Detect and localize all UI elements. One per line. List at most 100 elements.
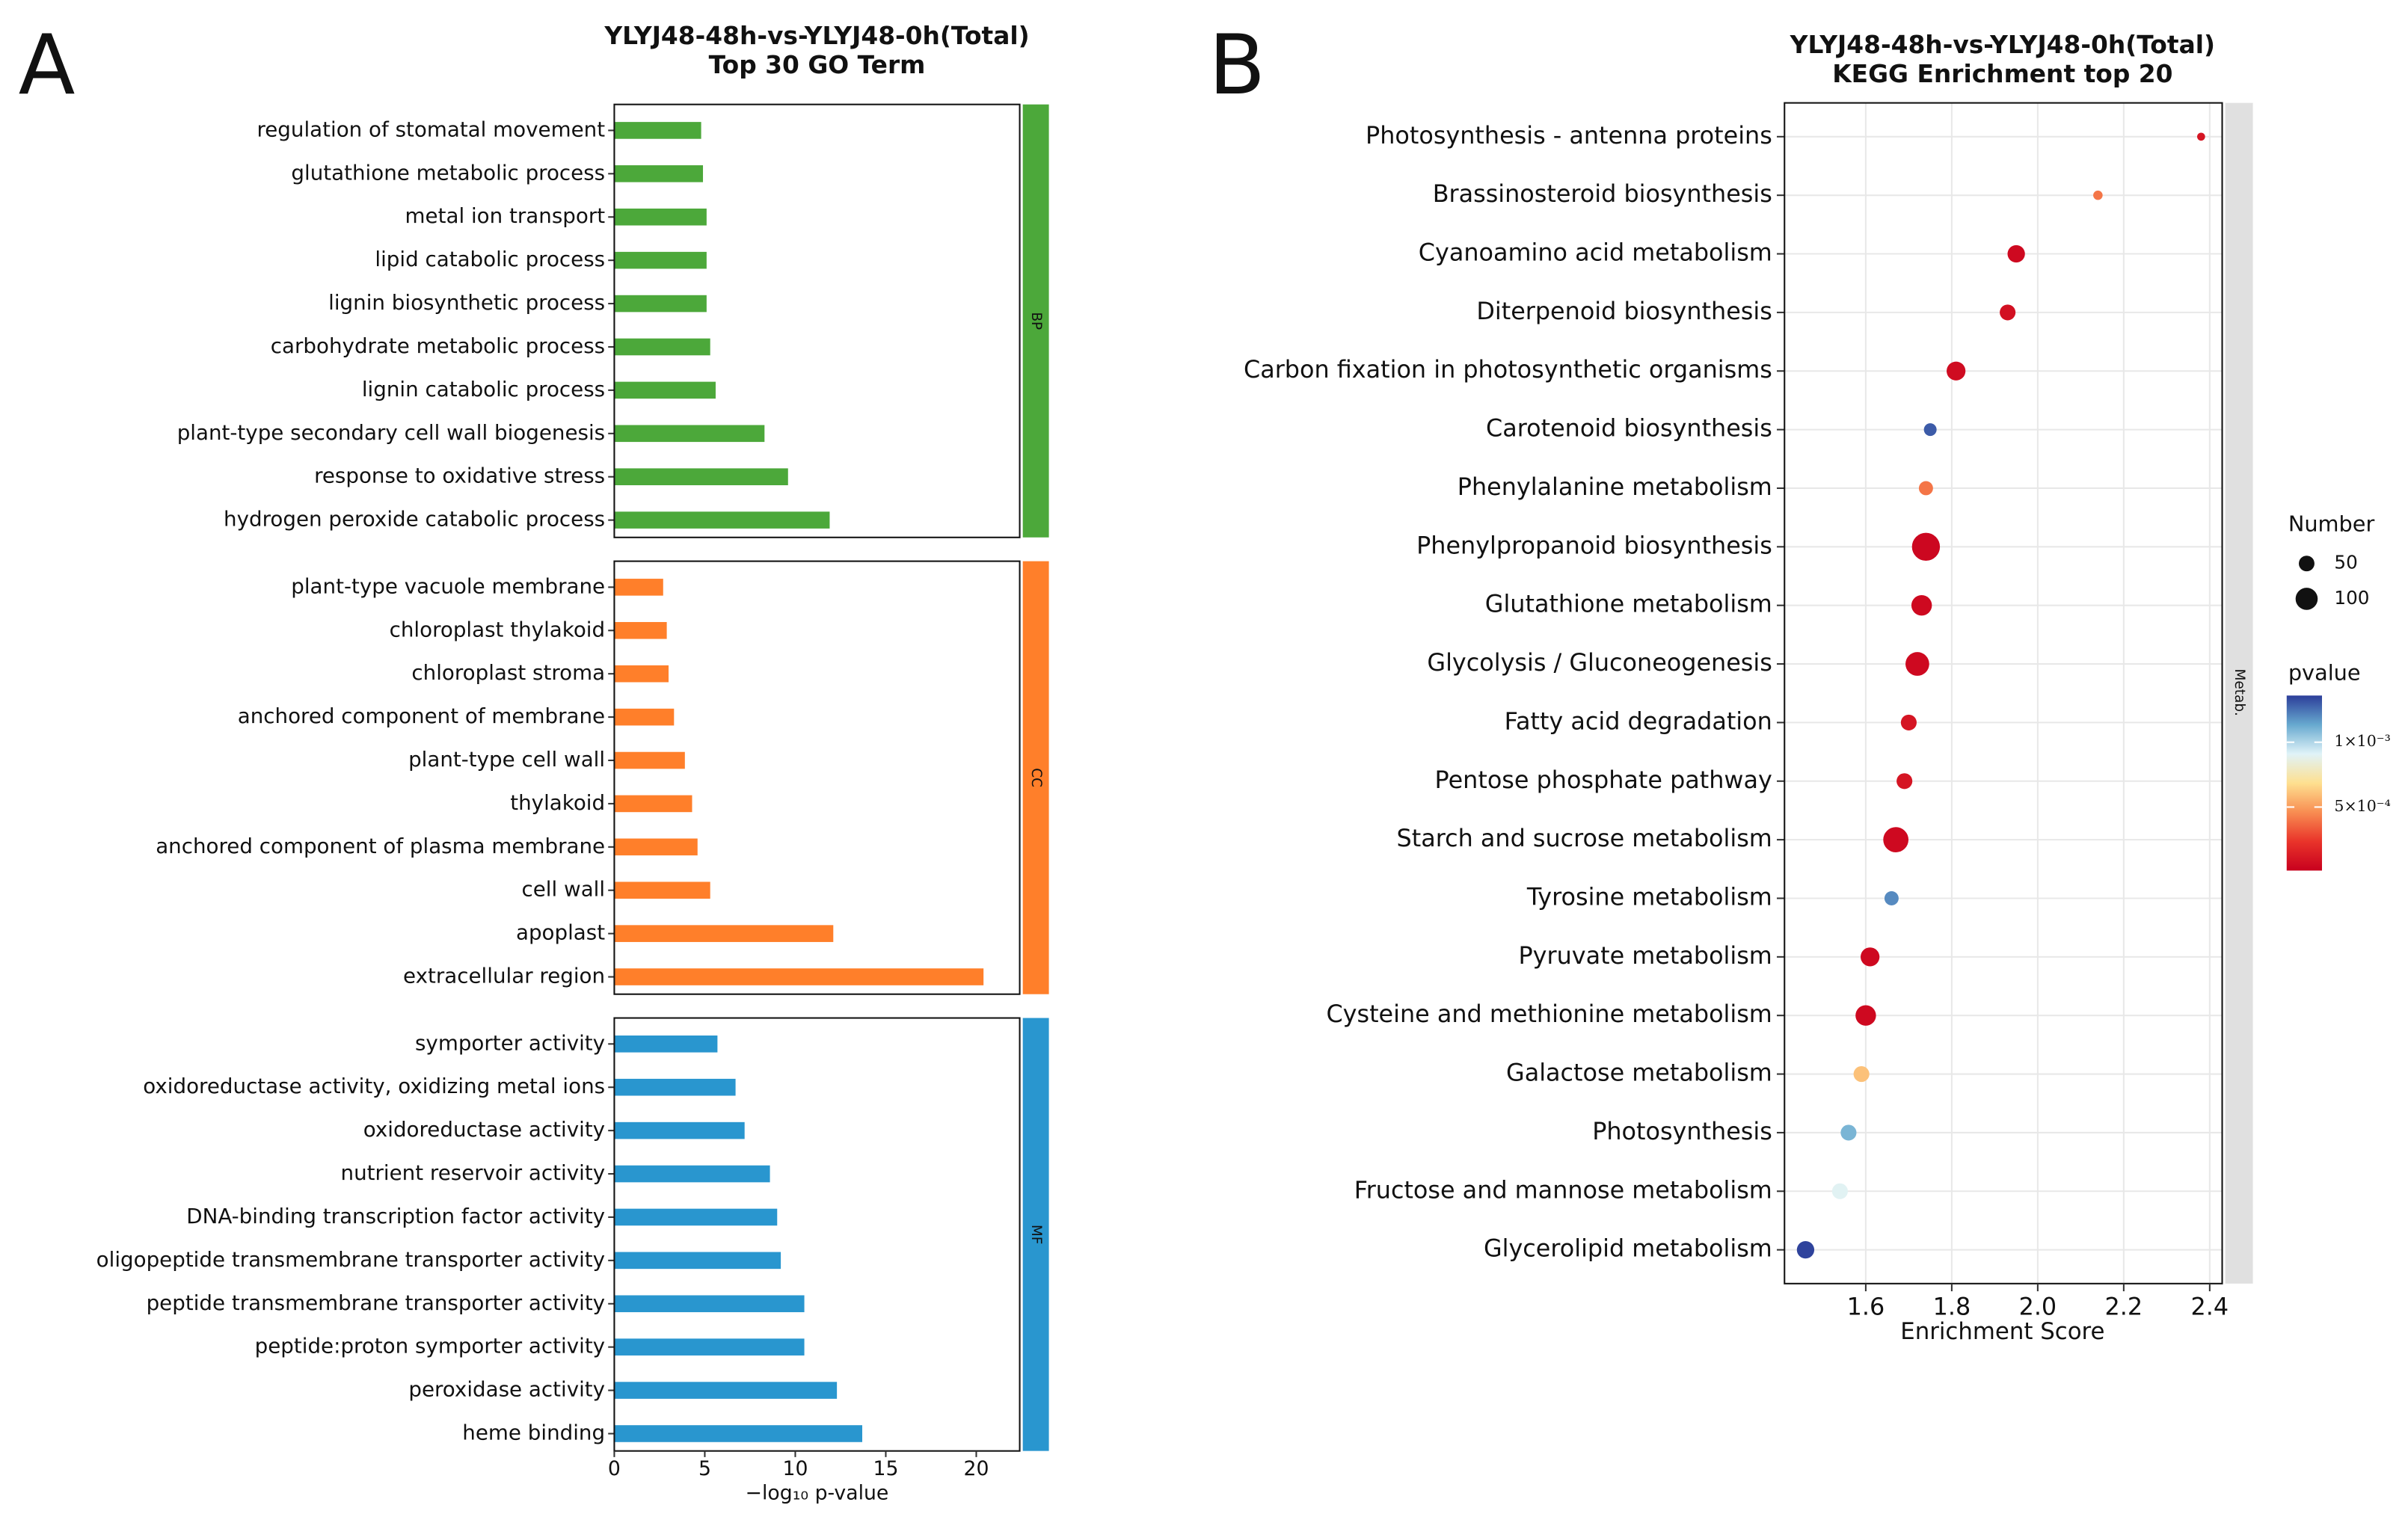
facet-label: CC bbox=[1028, 768, 1044, 787]
bar bbox=[614, 708, 675, 726]
facet-label: MF bbox=[1028, 1225, 1044, 1245]
bar bbox=[614, 1338, 805, 1356]
y-tick-label: peptide transmembrane transporter activi… bbox=[147, 1290, 606, 1315]
legend-label: 100 bbox=[2334, 587, 2369, 609]
point bbox=[1923, 423, 1937, 437]
facet-strip bbox=[1022, 104, 1049, 538]
legend-label: 50 bbox=[2334, 552, 2357, 573]
y-tick-label: symporter activity bbox=[415, 1030, 605, 1055]
chart-title: KEGG Enrichment top 20 bbox=[1832, 60, 2172, 88]
bar bbox=[614, 1295, 805, 1313]
y-tick-label: regulation of stomatal movement bbox=[257, 117, 605, 141]
point bbox=[1896, 773, 1913, 790]
y-tick-label: Diterpenoid biosynthesis bbox=[1476, 297, 1772, 325]
bar bbox=[614, 579, 663, 596]
legend-size-marker bbox=[2299, 556, 2315, 572]
y-tick-label: Phenylpropanoid biosynthesis bbox=[1416, 531, 1772, 559]
y-tick-label: anchored component of plasma membrane bbox=[156, 834, 605, 858]
point bbox=[1855, 1005, 1876, 1026]
x-axis-title: −log₁₀ p-value bbox=[746, 1482, 889, 1505]
panel-label: A bbox=[19, 17, 76, 114]
x-tick-label: 2.0 bbox=[2019, 1293, 2057, 1321]
point bbox=[1840, 1124, 1857, 1141]
point bbox=[1947, 361, 1966, 381]
point bbox=[1911, 594, 1932, 616]
y-tick-label: chloroplast thylakoid bbox=[390, 617, 605, 641]
y-tick-label: Cyanoamino acid metabolism bbox=[1419, 239, 1772, 267]
point bbox=[2000, 304, 2016, 321]
panel-frame bbox=[613, 1017, 1021, 1452]
bar bbox=[614, 621, 667, 639]
y-tick-label: Carbon fixation in photosynthetic organi… bbox=[1244, 355, 1772, 384]
facet-strip bbox=[2225, 102, 2253, 1284]
bar bbox=[614, 1425, 863, 1442]
x-tick-label: 5 bbox=[698, 1457, 711, 1480]
panel-label: B bbox=[1208, 17, 1265, 114]
y-tick-label: Glutathione metabolism bbox=[1485, 590, 1772, 618]
point bbox=[1831, 1183, 1848, 1199]
bar bbox=[614, 1252, 781, 1270]
bar bbox=[614, 338, 710, 356]
point bbox=[1861, 947, 1880, 967]
y-tick-label: Pyruvate metabolism bbox=[1518, 941, 1772, 970]
y-tick-label: lignin biosynthetic process bbox=[328, 290, 605, 315]
panel-frame bbox=[613, 103, 1021, 538]
x-tick-label: 1.8 bbox=[1933, 1293, 1971, 1321]
bar bbox=[614, 381, 716, 399]
y-tick-label: Fatty acid degradation bbox=[1505, 707, 1772, 735]
bar bbox=[614, 511, 830, 529]
y-tick-label: Phenylalanine metabolism bbox=[1458, 473, 1772, 501]
y-tick-label: Glycolysis / Gluconeogenesis bbox=[1427, 648, 1772, 677]
bar bbox=[614, 665, 669, 683]
y-tick-label: lignin catabolic process bbox=[362, 377, 605, 401]
y-tick-label: oxidoreductase activity bbox=[363, 1117, 605, 1142]
bar bbox=[614, 795, 692, 813]
legend-title: Number bbox=[2288, 511, 2375, 536]
bar bbox=[614, 295, 707, 313]
bar bbox=[614, 838, 698, 856]
y-tick-label: Carotenoid biosynthesis bbox=[1486, 414, 1772, 443]
point bbox=[1918, 481, 1933, 496]
y-tick-label: Fructose and mannose metabolism bbox=[1354, 1175, 1772, 1204]
legend-size-marker bbox=[2295, 588, 2318, 610]
bar bbox=[614, 1078, 736, 1096]
panel-frame bbox=[1784, 102, 2223, 1284]
y-tick-label: glutathione metabolic process bbox=[291, 160, 605, 185]
y-tick-label: Tyrosine metabolism bbox=[1526, 882, 1772, 911]
x-tick-label: 2.4 bbox=[2191, 1293, 2229, 1321]
y-tick-label: plant-type secondary cell wall biogenesi… bbox=[177, 420, 605, 445]
colorbar-label: 5×10⁻⁴ bbox=[2334, 797, 2390, 815]
bar bbox=[614, 925, 834, 942]
y-tick-label: apoplast bbox=[516, 920, 605, 945]
y-tick-label: chloroplast stroma bbox=[411, 660, 605, 685]
y-tick-label: hydrogen peroxide catabolic process bbox=[224, 507, 605, 532]
bar bbox=[614, 425, 765, 443]
bar bbox=[614, 251, 707, 269]
bar bbox=[614, 122, 701, 139]
chart-title: YLYJ48-48h-vs-YLYJ48-0h(Total) bbox=[603, 22, 1029, 50]
x-tick-label: 15 bbox=[873, 1457, 898, 1480]
y-tick-label: response to oxidative stress bbox=[314, 464, 605, 488]
facet-strip bbox=[1022, 1018, 1049, 1451]
bar bbox=[614, 1208, 778, 1226]
bar bbox=[614, 1382, 838, 1399]
chart-title: YLYJ48-48h-vs-YLYJ48-0h(Total) bbox=[1790, 31, 2215, 59]
point bbox=[1900, 714, 1917, 730]
panel-frame bbox=[613, 560, 1021, 995]
x-axis-title: Enrichment Score bbox=[1900, 1318, 2104, 1345]
x-tick-label: 1.6 bbox=[1847, 1293, 1885, 1321]
y-tick-label: plant-type vacuole membrane bbox=[291, 573, 605, 598]
facet-label: BP bbox=[1028, 312, 1044, 330]
y-tick-label: peptide:proton symporter activity bbox=[255, 1334, 605, 1358]
y-tick-label: cell wall bbox=[522, 877, 606, 902]
facet-strip bbox=[1022, 561, 1049, 994]
legend-title: pvalue bbox=[2288, 660, 2361, 686]
y-tick-label: Brassinosteroid biosynthesis bbox=[1433, 179, 1772, 208]
point bbox=[1884, 891, 1899, 905]
point bbox=[2197, 132, 2205, 141]
y-tick-label: Galactose metabolism bbox=[1506, 1059, 1772, 1087]
y-tick-label: DNA-binding transcription factor activit… bbox=[186, 1204, 605, 1228]
y-tick-label: thylakoid bbox=[510, 790, 605, 815]
